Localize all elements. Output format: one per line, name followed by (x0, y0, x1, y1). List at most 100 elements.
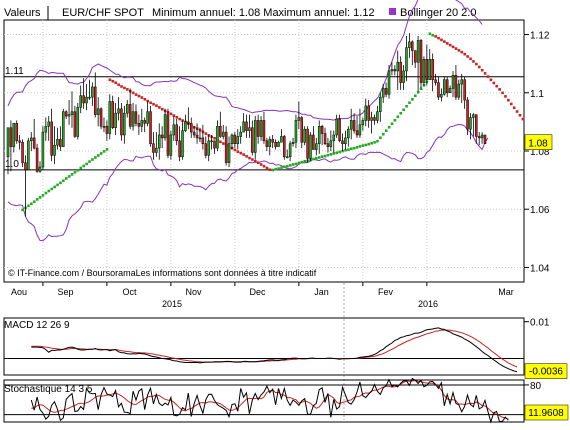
candle-body (367, 105, 370, 121)
candle-body (268, 139, 272, 147)
parabolic-sar (21, 32, 525, 212)
sar-dot (27, 204, 30, 208)
sar-dot (137, 94, 141, 98)
x-month-label: Fev (378, 287, 394, 297)
stochastic-last-marker: 11.9608 (524, 404, 569, 421)
header-symbol: EUR/CHF SPOT (62, 7, 144, 19)
price-panel: 1.11 1.0 1.04 1.06 1.08 1.1 1.12 Aou Sep Oct Nov… (3, 0, 553, 420)
candle-body (454, 75, 458, 98)
sar-dot (466, 55, 469, 58)
candle-body (285, 156, 289, 159)
sar-dot (411, 97, 414, 101)
macd-y-tick-label: 0.01 (530, 318, 550, 329)
sar-dot (111, 79, 115, 83)
sar-dot (402, 108, 405, 112)
sar-dot (344, 148, 347, 152)
y-tick-label: 1.06 (530, 205, 550, 216)
candle-body (280, 136, 283, 143)
header-label: Valeurs (4, 7, 41, 19)
candle-body (291, 142, 295, 144)
candle-body (175, 124, 178, 142)
candle-body (306, 128, 309, 159)
candle-body (245, 121, 248, 131)
candle-body (483, 134, 487, 144)
candle-body (85, 96, 88, 104)
y-tick-label: 1.12 (530, 31, 550, 42)
sar-dot (518, 113, 522, 117)
candle-body (187, 121, 190, 124)
candle-body (213, 140, 216, 149)
candle-body (349, 120, 353, 130)
sar-dot (475, 62, 478, 66)
candle-body (347, 128, 350, 139)
candle-body (288, 143, 292, 158)
candle-body (93, 86, 97, 115)
bollinger-upper-line (7, 0, 483, 121)
chart-header: Valeurs EUR/CHF SPOT Minimum annuel: 1.0… (4, 6, 476, 20)
sar-dot (160, 107, 164, 111)
sar-dot (291, 163, 295, 166)
candle-body (253, 120, 257, 153)
candle-body (82, 95, 85, 104)
sar-dot (454, 47, 458, 50)
candle-body (472, 114, 475, 118)
sar-dot (169, 112, 173, 116)
price-x-ticks: Aou Sep Oct Nov Dec Jan Fev Mar 2015 2016 (11, 282, 514, 309)
candle-body (195, 134, 199, 139)
candle-body (256, 120, 260, 137)
macd-panel: MACD 12 26 9 0.01 -0.0036 (3, 317, 568, 379)
candle-body (344, 137, 347, 144)
sar-dot (268, 168, 272, 172)
candle-body (6, 127, 10, 158)
price-reference-label: 1.0 (5, 159, 19, 170)
sar-dot (242, 153, 245, 156)
sar-dot (396, 115, 400, 119)
candle-body (108, 101, 112, 134)
sar-dot (332, 152, 336, 155)
sar-dot (318, 156, 321, 159)
candle-body (416, 40, 420, 63)
candle-body (460, 79, 463, 85)
sar-dot (393, 118, 397, 122)
macd-last-marker: -0.0036 (524, 363, 568, 379)
candle-body (303, 128, 306, 143)
sar-dot (21, 208, 24, 212)
price-reference-label: 1.11 (5, 66, 24, 77)
sar-dot (149, 101, 152, 105)
sar-dot (320, 155, 324, 158)
candle-body (393, 69, 397, 72)
candle-body (18, 140, 21, 143)
candle-body (262, 120, 266, 142)
candle-body (297, 117, 301, 121)
candle-body (131, 111, 135, 127)
candle-body (137, 123, 141, 127)
sar-dot (53, 185, 56, 189)
candle-body (102, 126, 106, 128)
stochastic-grid (4, 384, 524, 416)
candle-body (38, 166, 42, 172)
candle-body (15, 123, 18, 142)
sar-dot (50, 187, 54, 191)
candle-body (230, 134, 234, 144)
candle-body (242, 121, 245, 133)
sar-dot (152, 102, 155, 106)
candle-body (315, 143, 318, 150)
sar-dot (47, 189, 51, 193)
stochastic-title: Stochastique 14 3 5 (4, 384, 93, 395)
candle-body (431, 59, 434, 80)
candle-body (335, 118, 338, 136)
candle-body (221, 131, 225, 137)
sar-dot (62, 179, 65, 183)
candle-body (157, 134, 161, 149)
stochastic-y-ticks: 80 (524, 381, 542, 392)
macd-lines (31, 327, 518, 373)
macd-line (31, 327, 518, 373)
candle-body (300, 117, 304, 143)
candle-body (9, 127, 13, 147)
candle-body (236, 136, 240, 144)
sar-dot (460, 50, 464, 54)
x-month-label: Nov (186, 287, 203, 297)
sar-dot (99, 152, 103, 155)
candle-body (59, 139, 62, 147)
candle-body (233, 134, 237, 144)
